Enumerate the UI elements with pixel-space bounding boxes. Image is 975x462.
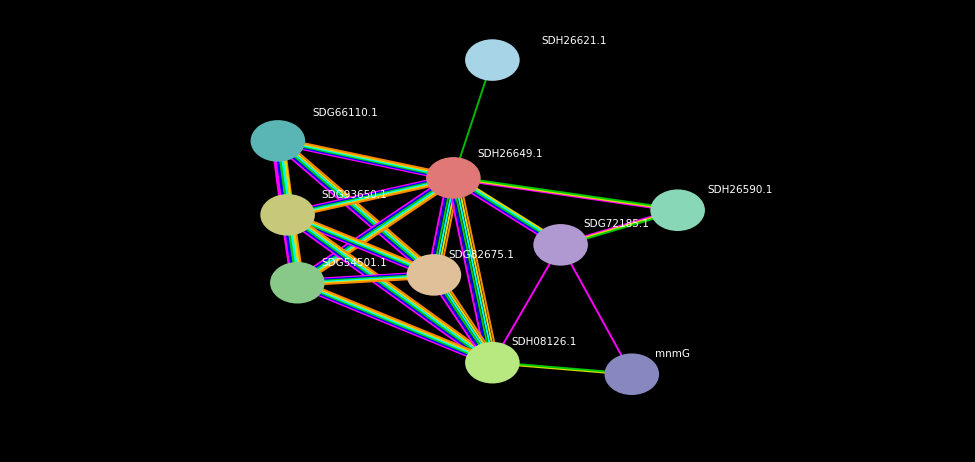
Ellipse shape	[407, 254, 461, 296]
Text: SDH26621.1: SDH26621.1	[541, 36, 606, 46]
Text: SDG54501.1: SDG54501.1	[322, 258, 387, 268]
Text: SDG82675.1: SDG82675.1	[448, 249, 515, 260]
Text: mnmG: mnmG	[655, 349, 690, 359]
Ellipse shape	[260, 194, 315, 236]
Text: SDG72185.1: SDG72185.1	[583, 219, 649, 229]
Ellipse shape	[465, 39, 520, 81]
Ellipse shape	[465, 342, 520, 383]
Ellipse shape	[650, 189, 705, 231]
Ellipse shape	[533, 224, 588, 266]
Text: SDH26649.1: SDH26649.1	[478, 149, 543, 159]
Ellipse shape	[604, 353, 659, 395]
Text: SDH08126.1: SDH08126.1	[512, 337, 577, 347]
Ellipse shape	[251, 120, 305, 162]
Ellipse shape	[270, 262, 325, 304]
Text: SDG93650.1: SDG93650.1	[322, 189, 387, 200]
Text: SDH26590.1: SDH26590.1	[707, 185, 772, 195]
Ellipse shape	[426, 157, 481, 199]
Text: SDG66110.1: SDG66110.1	[312, 108, 377, 118]
